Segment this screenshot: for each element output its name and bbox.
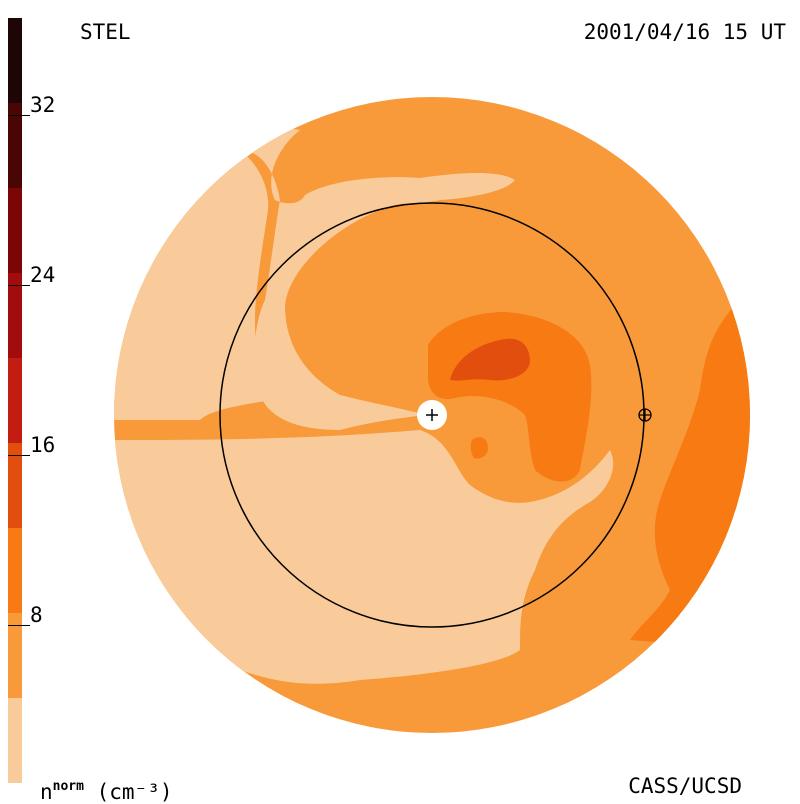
- colorbar-segment: [8, 528, 22, 613]
- colorbar-tick: [8, 455, 30, 456]
- colorbar-segment: [8, 613, 22, 698]
- contour-light-west: [114, 100, 515, 430]
- colorbar-segment: [8, 443, 22, 528]
- colorbar-tick-label: 16: [30, 433, 56, 457]
- unit-label: nnorm (cm⁻³): [40, 776, 172, 803]
- colorbar-segment: [8, 103, 22, 188]
- colorbar-tick-label: 24: [30, 263, 56, 287]
- colorbar-segment: [8, 698, 22, 783]
- contour-light-southwest: [114, 150, 272, 420]
- unit-superscript: norm: [52, 779, 84, 794]
- colorbar-segment: [8, 358, 22, 443]
- contour-orange-small: [470, 437, 488, 459]
- colorbar-tick-label: 32: [30, 93, 56, 117]
- colorbar-segment: [8, 188, 22, 273]
- unit-rest: (cm⁻³): [96, 780, 173, 804]
- colorbar-segment: [8, 273, 22, 358]
- colorbar-segment: [8, 18, 22, 103]
- density-colorbar: [8, 18, 22, 783]
- earth-marker: [638, 408, 652, 422]
- colorbar-tick: [8, 285, 30, 286]
- credit-label: CASS/UCSD: [628, 774, 742, 798]
- colorbar-tick: [8, 115, 30, 116]
- source-label: STEL: [80, 20, 131, 44]
- colorbar-tick: [8, 625, 30, 626]
- unit-base: n: [40, 780, 53, 804]
- contour-dark-core: [450, 338, 530, 381]
- timestamp-label: 2001/04/16 15 UT: [583, 20, 786, 44]
- sun-marker: [417, 400, 447, 430]
- colorbar-tick-label: 8: [30, 603, 43, 627]
